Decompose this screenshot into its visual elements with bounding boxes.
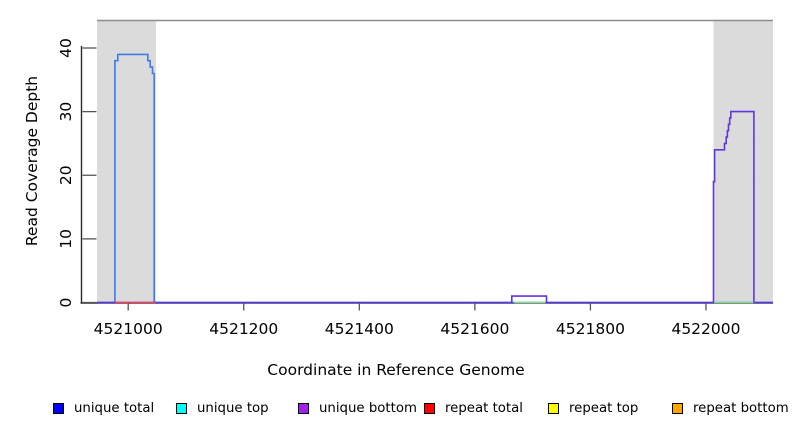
legend: unique total unique top unique bottom repea… — [0, 399, 792, 421]
legend-item-unique-total: unique total — [53, 399, 154, 417]
series-unique-bottom-path — [97, 110, 773, 304]
legend-label: repeat top — [569, 400, 639, 416]
x-tick-label: 4521400 — [325, 320, 394, 338]
legend-item-unique-bottom: unique bottom — [298, 399, 417, 417]
series-unique-total-path — [97, 53, 773, 304]
legend-item-unique-top: unique top — [176, 399, 269, 417]
y-tick-label: 40 — [57, 38, 75, 58]
y-tick-label: 10 — [57, 229, 75, 249]
x-tick-label: 4522000 — [671, 320, 740, 338]
y-tick-label: 0 — [57, 298, 75, 308]
legend-label: unique total — [74, 400, 155, 416]
y-tick-label: 20 — [57, 165, 75, 185]
legend-item-repeat-top: repeat top — [548, 399, 638, 417]
legend-label: unique bottom — [319, 400, 417, 416]
x-axis-title: Coordinate in Reference Genome — [267, 361, 525, 379]
legend-swatch-unique-top — [176, 402, 187, 414]
x-tick-label: 4521000 — [94, 320, 163, 338]
y-tick-label: 30 — [57, 102, 75, 122]
legend-swatch-unique-bottom — [298, 402, 309, 414]
legend-label: repeat total — [445, 400, 523, 416]
legend-item-repeat-bottom: repeat bottom — [672, 399, 789, 417]
legend-label: repeat bottom — [693, 400, 789, 416]
x-tick-label: 4521600 — [440, 320, 509, 338]
legend-swatch-repeat-bottom — [672, 402, 683, 414]
legend-item-repeat-total: repeat total — [424, 399, 523, 417]
legend-swatch-repeat-total — [424, 402, 435, 414]
legend-label: unique top — [197, 400, 269, 416]
legend-swatch-unique-total — [53, 402, 64, 414]
x-tick-label: 4521200 — [209, 320, 278, 338]
x-tick-label: 4521800 — [556, 320, 625, 338]
legend-swatch-repeat-top — [548, 402, 559, 414]
right-repeat-region-band — [713, 20, 773, 304]
left-repeat-region-band — [97, 20, 156, 304]
y-axis-title: Read Coverage Depth — [23, 75, 41, 247]
